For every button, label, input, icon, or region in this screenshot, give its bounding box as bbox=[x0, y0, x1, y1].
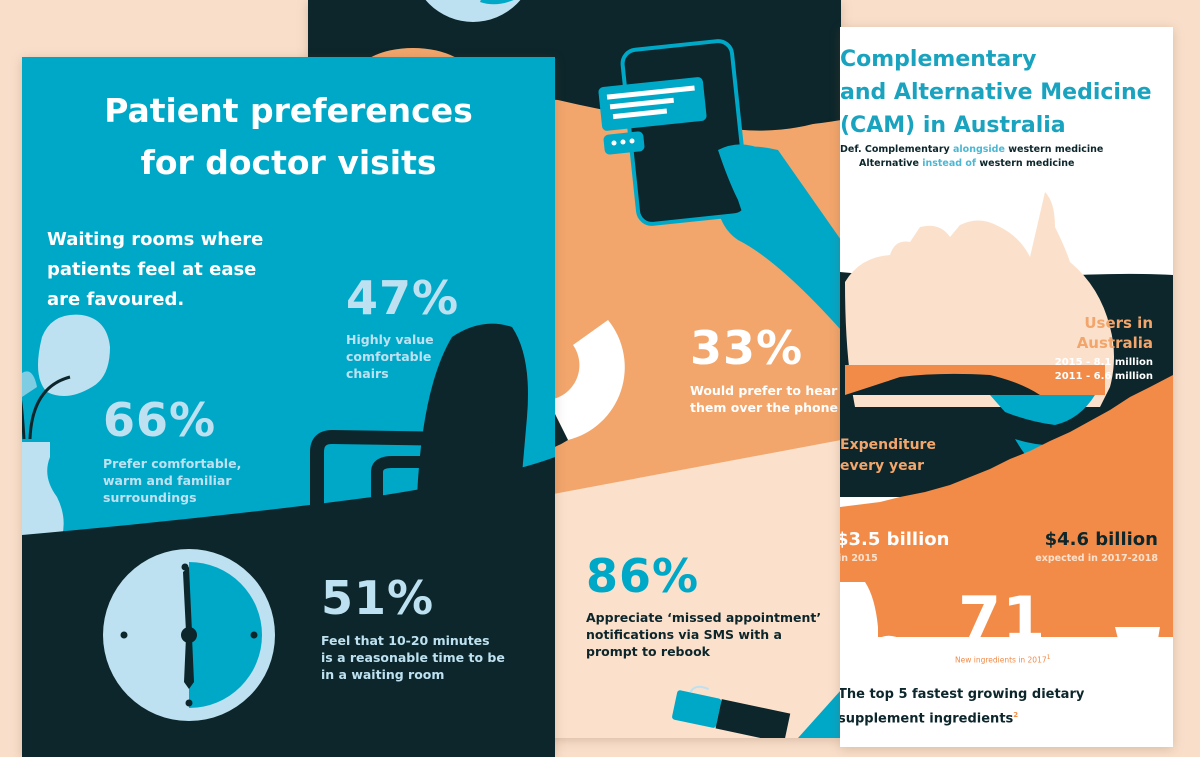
stat-51-line: Feel that 10-20 minutes bbox=[321, 633, 490, 648]
stat-66-value: 66% bbox=[103, 393, 217, 447]
intro-line: are favoured. bbox=[47, 289, 185, 310]
stat-66-line: warm and familiar bbox=[103, 473, 232, 488]
def-suffix: western medicine bbox=[979, 158, 1075, 169]
page-title-line: Patient preferences bbox=[104, 91, 473, 130]
stat-33-line: them over the phone bbox=[690, 400, 838, 415]
cam-title-line: (CAM) in Australia bbox=[840, 113, 1066, 138]
users-title-line: Users in bbox=[1084, 314, 1153, 332]
top5-heading: The top 5 fastest growing dietary supple… bbox=[840, 685, 1084, 729]
stat-86-value: 86% bbox=[586, 549, 700, 603]
users-title-line: Australia bbox=[1076, 334, 1153, 352]
stat-51-description: Feel that 10-20 minutes is a reasonable … bbox=[321, 632, 505, 683]
def-prefix: Alternative bbox=[859, 158, 919, 169]
cam-title-line: and Alternative Medicine bbox=[840, 80, 1152, 105]
def-suffix: western medicine bbox=[1008, 144, 1104, 155]
intro-text: Waiting rooms where patients feel at eas… bbox=[47, 225, 263, 315]
expenditure-title-line: every year bbox=[840, 458, 924, 474]
footnote-marker: 1 bbox=[1046, 654, 1051, 661]
ingredients-count: 71 bbox=[958, 583, 1047, 656]
stat-47-line: chairs bbox=[346, 366, 389, 381]
stat-47-line: Highly value bbox=[346, 332, 434, 347]
intro-line: Waiting rooms where bbox=[47, 229, 264, 250]
spend-future-label: expected in 2017-2018 bbox=[1035, 553, 1158, 564]
stat-33-line: Would prefer to hear bbox=[690, 383, 838, 398]
stat-47-description: Highly value comfortable chairs bbox=[346, 331, 434, 382]
stat-51-value: 51% bbox=[321, 571, 435, 625]
expenditure-title: Expenditure every year bbox=[840, 435, 936, 477]
expenditure-title-line: Expenditure bbox=[840, 437, 936, 453]
ingredients-label: New ingredients in 20171 bbox=[955, 654, 1051, 665]
stat-86-line: notifications via SMS with a bbox=[586, 627, 782, 642]
stat-33-value: 33% bbox=[690, 321, 804, 375]
cam-title-line: Complementary bbox=[840, 47, 1037, 72]
stat-86-description: Appreciate ‘missed appointment’ notifica… bbox=[586, 609, 821, 660]
australia-map-illustration bbox=[840, 192, 1173, 747]
spend-2015-value: $3.5 billion bbox=[840, 529, 950, 550]
stat-47-value: 47% bbox=[346, 271, 460, 325]
page-title-line: for doctor visits bbox=[140, 143, 437, 182]
def-highlight: alongside bbox=[953, 144, 1005, 155]
infographic-panel-patient-preferences: Patient preferences for doctor visits Wa… bbox=[22, 57, 555, 757]
users-stats: 2015 - 8.1 million 2011 - 6.6 million bbox=[1055, 356, 1153, 384]
stat-66-line: surroundings bbox=[103, 490, 197, 505]
spend-2015-label: in 2015 bbox=[840, 553, 878, 564]
def-highlight: instead of bbox=[922, 158, 977, 169]
waiting-room-illustration bbox=[22, 314, 555, 757]
top5-heading-line: supplement ingredients bbox=[840, 711, 1014, 727]
ingredients-label-text: New ingredients in 2017 bbox=[955, 655, 1047, 665]
stat-33-description: Would prefer to hear them over the phone bbox=[690, 382, 838, 416]
top5-heading-line: The top 5 fastest growing dietary bbox=[840, 687, 1085, 702]
stat-66-line: Prefer comfortable, bbox=[103, 456, 242, 471]
page-title: Patient preferences for doctor visits bbox=[22, 85, 555, 189]
def-prefix: Def. Complementary bbox=[840, 144, 950, 155]
stat-66-description: Prefer comfortable, warm and familiar su… bbox=[103, 455, 241, 506]
footnote-marker: 2 bbox=[1013, 711, 1019, 719]
spend-future-value: $4.6 billion bbox=[1044, 529, 1158, 550]
intro-line: patients feel at ease bbox=[47, 259, 257, 280]
users-title: Users in Australia bbox=[1077, 313, 1153, 353]
stat-47-line: comfortable bbox=[346, 349, 432, 364]
stat-51-line: in a waiting room bbox=[321, 667, 445, 682]
users-2011: 2011 - 6.6 million bbox=[1054, 371, 1153, 382]
cam-definition: Def. Complementary alongside western med… bbox=[840, 143, 1103, 171]
infographic-panel-cam: Complementary and Alternative Medicine (… bbox=[840, 27, 1173, 747]
stat-51-line: is a reasonable time to be bbox=[321, 650, 505, 665]
cam-title: Complementary and Alternative Medicine (… bbox=[840, 43, 1152, 142]
stat-86-line: prompt to rebook bbox=[586, 644, 710, 659]
users-2015: 2015 - 8.1 million bbox=[1054, 357, 1153, 368]
stat-86-line: Appreciate ‘missed appointment’ bbox=[586, 610, 822, 625]
